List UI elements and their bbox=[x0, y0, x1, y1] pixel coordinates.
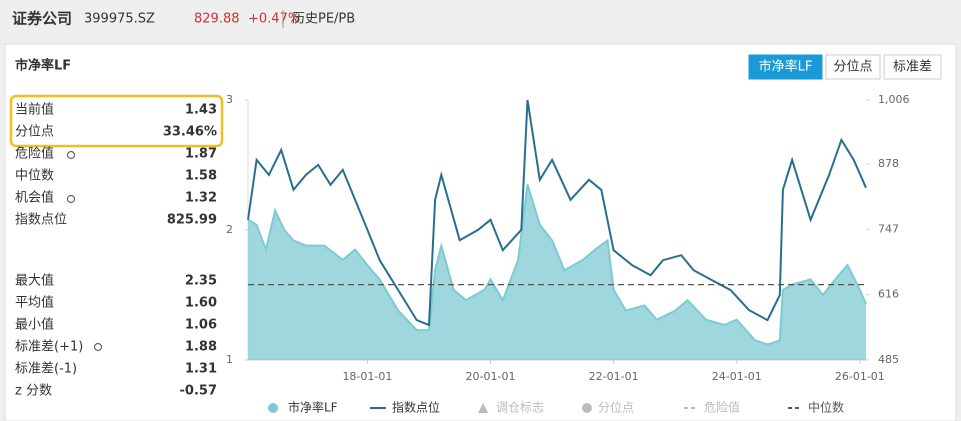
legend-label[interactable]: 指数点位 bbox=[392, 400, 440, 415]
stat-value: 1.60 bbox=[185, 296, 217, 311]
tab-button-label[interactable]: 分位点 bbox=[833, 60, 872, 75]
y-tick-label: 2 bbox=[226, 223, 233, 236]
legend-marker bbox=[478, 403, 488, 413]
y2-tick-label: 485 bbox=[878, 353, 899, 366]
index-name: 证券公司 bbox=[12, 10, 72, 28]
stat-label: 机会值 bbox=[15, 190, 54, 206]
tab[interactable]: 历史PE/PB bbox=[292, 12, 355, 27]
y-tick-label: 1 bbox=[226, 353, 233, 366]
stat-value: 1.43 bbox=[185, 103, 217, 118]
stat-label: 中位数 bbox=[15, 169, 54, 184]
stat-value: -0.57 bbox=[180, 384, 217, 399]
x-tick-label: 20-01-01 bbox=[466, 370, 516, 383]
tab-button-label[interactable]: 标准差 bbox=[893, 60, 932, 75]
stat-label: 当前值 bbox=[15, 102, 54, 118]
gear-icon bbox=[93, 342, 103, 352]
legend-marker bbox=[582, 403, 592, 413]
y2-tick-label: 1,006 bbox=[878, 93, 910, 106]
stat-value: 2.35 bbox=[185, 274, 217, 289]
x-tick-label: 22-01-01 bbox=[589, 370, 639, 383]
tab-button[interactable] bbox=[883, 54, 942, 80]
stat-value: 1.58 bbox=[185, 169, 217, 184]
x-tick-label: 18-01-01 bbox=[342, 370, 392, 383]
tab-button[interactable] bbox=[748, 54, 823, 80]
stat-label: 标准差(+1) bbox=[15, 340, 83, 355]
stat-label: 标准差(-1) bbox=[15, 362, 77, 377]
panel-title: 市净率LF bbox=[15, 58, 71, 74]
gear-icon bbox=[66, 150, 76, 160]
gear-icons bbox=[66, 150, 103, 352]
y-tick-label: 3 bbox=[226, 93, 233, 106]
gear-icon bbox=[66, 194, 76, 204]
legend-label[interactable]: 中位数 bbox=[808, 400, 844, 415]
stat-value: 1.87 bbox=[185, 147, 217, 162]
x-tick-label: 26-01-01 bbox=[835, 370, 885, 383]
stat-value: 33.46% bbox=[163, 125, 217, 140]
stat-value: 1.31 bbox=[185, 362, 217, 377]
stat-label: 危险值 bbox=[15, 146, 54, 162]
stat-label: 分位点 bbox=[15, 125, 54, 140]
price: 829.88 bbox=[194, 12, 240, 27]
y2-tick-label: 878 bbox=[878, 157, 899, 170]
legend-label[interactable]: 市净率LF bbox=[288, 400, 338, 415]
stat-value: 1.88 bbox=[185, 340, 217, 355]
line bbox=[247, 184, 867, 346]
y2-tick-label: 747 bbox=[878, 222, 899, 235]
stat-label: 最大值 bbox=[15, 273, 54, 289]
index-code: 399975.SZ bbox=[84, 12, 155, 27]
legend-label[interactable]: 调仓标志 bbox=[496, 401, 544, 415]
panel bbox=[4, 43, 957, 421]
stat-value: 825.99 bbox=[167, 213, 217, 228]
x-tick-label: 24-01-01 bbox=[712, 370, 762, 383]
stat-label: 指数点位 bbox=[15, 213, 67, 228]
legend-label[interactable]: 危险值 bbox=[704, 400, 740, 415]
stat-label: 平均值 bbox=[15, 295, 54, 311]
stat-value: 1.06 bbox=[185, 318, 217, 333]
highlight-box bbox=[9, 94, 224, 148]
line bbox=[247, 99, 867, 327]
stat-label: 最小值 bbox=[15, 317, 54, 333]
stat-label: z 分数 bbox=[15, 384, 52, 399]
y2-tick-label: 616 bbox=[878, 288, 899, 301]
tab-button[interactable] bbox=[825, 54, 881, 80]
legend-label[interactable]: 分位点 bbox=[598, 400, 634, 415]
tab-button-label[interactable]: 市净率LF bbox=[759, 59, 813, 75]
legend-marker bbox=[268, 403, 278, 413]
stat-value: 1.32 bbox=[185, 191, 217, 206]
change: +0.47% bbox=[248, 12, 300, 27]
